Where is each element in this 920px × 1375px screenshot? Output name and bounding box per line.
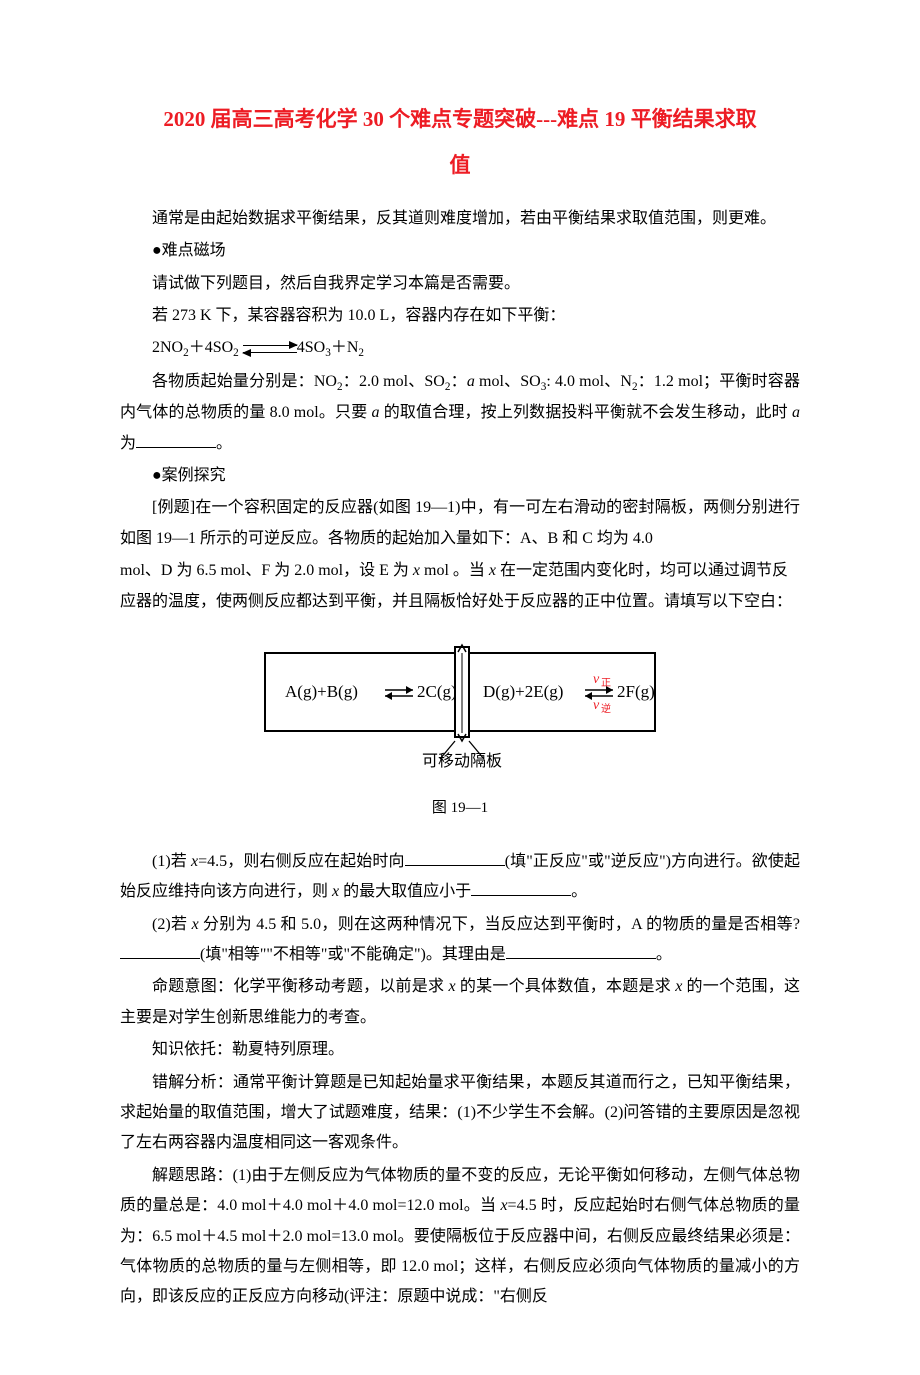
eq1-lhs: 2NO [152,339,183,356]
intent-paragraph: 命题意图：化学平衡移动考题，以前是求 x 的某一个具体数值，本题是求 x 的一个… [120,972,800,1033]
blank-fill [506,941,656,959]
svg-text:v: v [593,672,600,687]
figure-caption: 图 19—1 [120,794,800,823]
svg-text:D(g)+2E(g): D(g)+2E(g) [483,682,563,701]
error-paragraph: 错解分析：通常平衡计算题是已知起始量求平衡结果，本题反其道而行之，已知平衡结果，… [120,1068,800,1159]
blank-fill [471,879,571,897]
question-1: (1)若 x=4.5，则右侧反应在起始时向(填"正反应"或"逆反应")方向进行。… [120,847,800,908]
reactor-diagram: A(g)+B(g) 2C(g) D(g)+2E(g) v 正 v 逆 2F(g)… [120,641,800,782]
svg-text:2C(g): 2C(g) [417,682,457,701]
blank-fill [136,430,216,448]
section2-header: ●案例探究 [120,461,800,491]
example-p2: mol、D 为 6.5 mol、F 为 2.0 mol，设 E 为 x mol … [120,556,800,617]
section1-p2: 若 273 K 下，某容器容积为 10.0 L，容器内存在如下平衡： [120,301,800,331]
basis-paragraph: 知识依托：勒夏特列原理。 [120,1035,800,1065]
equation-1: 2NO2＋4SO2 4SO3＋N2 [120,333,800,364]
svg-text:正: 正 [601,678,611,689]
section1-p1: 请试做下列题目，然后自我界定学习本篇是否需要。 [120,269,800,299]
reactor-svg: A(g)+B(g) 2C(g) D(g)+2E(g) v 正 v 逆 2F(g)… [245,641,675,771]
blank-fill [405,848,505,866]
equilibrium-arrow-icon [243,342,297,356]
svg-text:可移动隔板: 可移动隔板 [422,752,502,770]
intro-paragraph: 通常是由起始数据求平衡结果，反其道则难度增加，若由平衡结果求取值范围，则更难。 [120,204,800,234]
svg-text:2F(g): 2F(g) [617,682,655,701]
svg-text:逆: 逆 [601,702,611,715]
svg-text:A(g)+B(g): A(g)+B(g) [285,682,358,701]
question-2: (2)若 x 分别为 4.5 和 5.0，则在这两种情况下，当反应达到平衡时，A… [120,910,800,971]
section1-header: ●难点磁场 [120,236,800,266]
section1-p3: 各物质起始量分别是：NO2：2.0 mol、SO2：a mol、SO3: 4.0… [120,367,800,459]
page-title: 2020 届高三高考化学 30 个难点专题突破---难点 19 平衡结果求取 [120,100,800,140]
svg-text:v: v [593,698,600,713]
example-p1: [例题]在一个容积固定的反应器(如图 19—1)中，有一可左右滑动的密封隔板，两… [120,493,800,554]
solve-paragraph: 解题思路：(1)由于左侧反应为气体物质的量不变的反应，无论平衡如何移动，左侧气体… [120,1161,800,1313]
blank-fill [120,941,200,959]
page-subtitle: 值 [120,146,800,186]
